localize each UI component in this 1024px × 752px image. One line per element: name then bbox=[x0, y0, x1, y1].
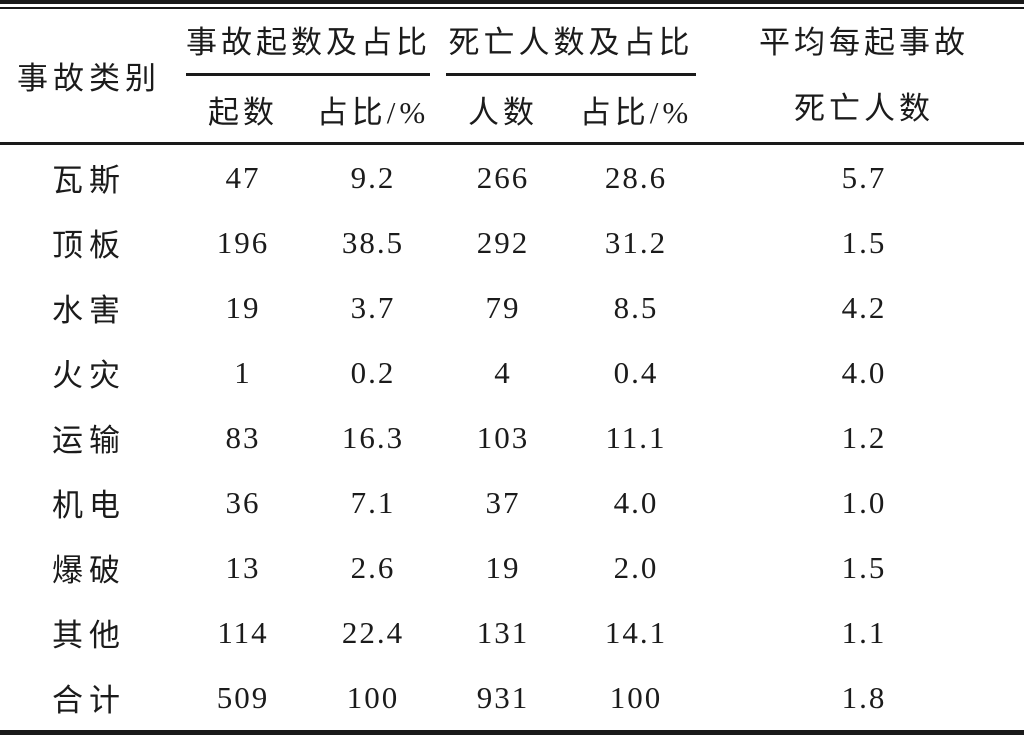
cell-count: 13 bbox=[225, 549, 261, 585]
cell-category: 运输 bbox=[52, 423, 126, 458]
cell-count-pct: 38.5 bbox=[341, 224, 405, 260]
cell-count-pct: 9.2 bbox=[350, 159, 396, 195]
cell-count: 114 bbox=[217, 614, 269, 650]
cell-avg-deaths: 4.0 bbox=[841, 354, 887, 390]
cell-avg-deaths: 1.8 bbox=[841, 679, 887, 715]
cell-deaths-pct: 28.6 bbox=[604, 159, 668, 195]
cell-deaths: 19 bbox=[485, 549, 521, 585]
cell-count-pct: 100 bbox=[346, 679, 400, 715]
cell-avg-deaths: 4.2 bbox=[841, 289, 887, 325]
cell-count-pct: 22.4 bbox=[341, 614, 405, 650]
cell-deaths-pct: 8.5 bbox=[613, 289, 659, 325]
subheader-accident-pct: 占比/% bbox=[308, 76, 438, 145]
table-top-rule-thin bbox=[0, 7, 1024, 9]
table-row: 瓦斯 47 9.2 266 28.6 5.7 bbox=[0, 144, 1024, 211]
accident-statistics-table: 事故类别 事故起数及占比 死亡人数及占比 平均每起事故 死亡人数 起数 占比/%… bbox=[0, 9, 1024, 735]
cell-deaths-pct: 11.1 bbox=[605, 419, 667, 455]
cell-category: 顶板 bbox=[52, 228, 126, 263]
cell-count: 509 bbox=[216, 679, 270, 715]
cell-deaths-pct: 0.4 bbox=[613, 354, 659, 390]
header-group-accident-counts-label: 事故起数及占比 bbox=[186, 9, 430, 76]
table-row-total: 合计 509 100 931 100 1.8 bbox=[0, 665, 1024, 733]
cell-deaths-pct: 14.1 bbox=[604, 614, 668, 650]
cell-avg-deaths: 1.1 bbox=[841, 614, 887, 650]
cell-deaths: 131 bbox=[476, 614, 530, 650]
cell-deaths-pct: 4.0 bbox=[613, 484, 659, 520]
header-sub-row: 起数 占比/% 人数 占比/% bbox=[0, 76, 1024, 145]
cell-count: 196 bbox=[216, 224, 270, 260]
cell-deaths-pct: 2.0 bbox=[613, 549, 659, 585]
cell-count: 83 bbox=[225, 419, 261, 455]
subheader-accident-count: 起数 bbox=[178, 76, 308, 145]
table-row: 爆破 13 2.6 19 2.0 1.5 bbox=[0, 535, 1024, 600]
table-top-rule-gap bbox=[0, 4, 1024, 7]
cell-count-pct: 3.7 bbox=[350, 289, 396, 325]
table-row: 顶板 196 38.5 292 31.2 1.5 bbox=[0, 210, 1024, 275]
cell-count: 36 bbox=[225, 484, 261, 520]
header-group-accident-counts: 事故起数及占比 bbox=[178, 9, 438, 76]
header-group-deaths-label: 死亡人数及占比 bbox=[446, 9, 696, 76]
table-row: 机电 36 7.1 37 4.0 1.0 bbox=[0, 470, 1024, 535]
cell-category: 机电 bbox=[52, 488, 126, 523]
header-category: 事故类别 bbox=[0, 9, 178, 145]
cell-deaths: 931 bbox=[476, 679, 530, 715]
cell-category: 其他 bbox=[52, 618, 126, 653]
header-average-line1: 平均每起事故 bbox=[759, 24, 969, 60]
cell-category: 瓦斯 bbox=[52, 163, 126, 198]
cell-deaths: 4 bbox=[494, 354, 512, 390]
cell-count-pct: 7.1 bbox=[350, 484, 396, 520]
table-row: 火灾 1 0.2 4 0.4 4.0 bbox=[0, 340, 1024, 405]
header-group-deaths: 死亡人数及占比 bbox=[438, 9, 704, 76]
cell-deaths: 103 bbox=[476, 419, 530, 455]
cell-avg-deaths: 1.5 bbox=[841, 549, 887, 585]
cell-deaths-pct: 31.2 bbox=[604, 224, 668, 260]
header-group-row: 事故类别 事故起数及占比 死亡人数及占比 平均每起事故 死亡人数 bbox=[0, 9, 1024, 145]
table-header: 事故类别 事故起数及占比 死亡人数及占比 平均每起事故 死亡人数 起数 占比/%… bbox=[0, 9, 1024, 145]
cell-deaths: 266 bbox=[476, 159, 530, 195]
cell-deaths: 37 bbox=[485, 484, 521, 520]
header-average-deaths-lines: 平均每起事故 死亡人数 bbox=[704, 10, 1024, 142]
table-row: 水害 19 3.7 79 8.5 4.2 bbox=[0, 275, 1024, 340]
cell-count: 47 bbox=[225, 159, 261, 195]
cell-count-pct: 2.6 bbox=[350, 549, 396, 585]
cell-count: 1 bbox=[234, 354, 252, 390]
table-row: 运输 83 16.3 103 11.1 1.2 bbox=[0, 405, 1024, 470]
cell-count-pct: 16.3 bbox=[341, 419, 405, 455]
cell-deaths-pct: 100 bbox=[609, 679, 663, 715]
table-body: 瓦斯 47 9.2 266 28.6 5.7 顶板 196 38.5 292 3… bbox=[0, 144, 1024, 733]
cell-avg-deaths: 1.5 bbox=[841, 224, 887, 260]
cell-deaths: 292 bbox=[476, 224, 530, 260]
cell-count: 19 bbox=[225, 289, 261, 325]
cell-category: 火灾 bbox=[52, 358, 126, 393]
cell-category: 合计 bbox=[52, 683, 126, 718]
cell-avg-deaths: 5.7 bbox=[841, 159, 887, 195]
header-average-line2: 死亡人数 bbox=[794, 90, 934, 126]
subheader-death-pct: 占比/% bbox=[568, 76, 704, 145]
cell-count-pct: 0.2 bbox=[350, 354, 396, 390]
header-average-deaths: 平均每起事故 死亡人数 bbox=[704, 9, 1024, 145]
subheader-death-count: 人数 bbox=[438, 76, 568, 145]
cell-category: 爆破 bbox=[52, 553, 126, 588]
cell-deaths: 79 bbox=[485, 289, 521, 325]
cell-avg-deaths: 1.0 bbox=[841, 484, 887, 520]
table-top-rule-thick bbox=[0, 0, 1024, 4]
cell-category: 水害 bbox=[52, 293, 126, 328]
cell-avg-deaths: 1.2 bbox=[841, 419, 887, 455]
table-row: 其他 114 22.4 131 14.1 1.1 bbox=[0, 600, 1024, 665]
